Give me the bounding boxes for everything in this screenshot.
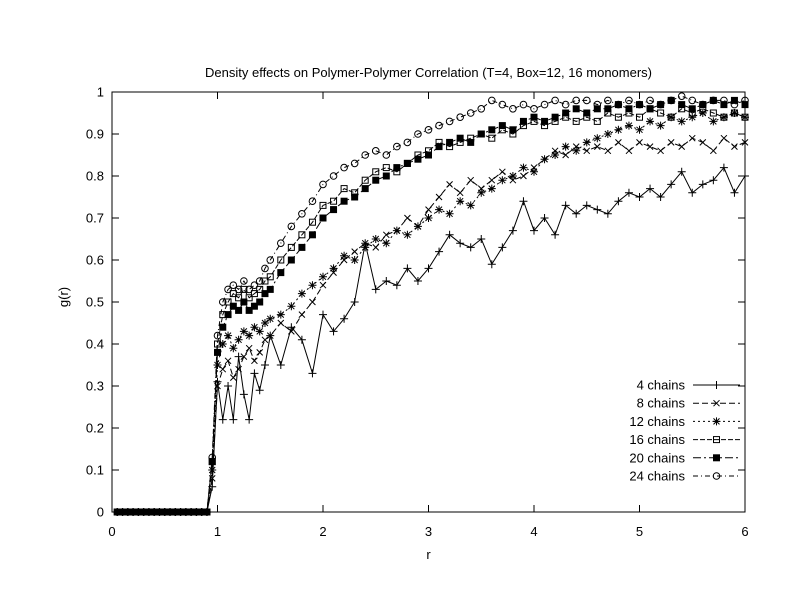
legend-label: 4 chains <box>637 378 686 393</box>
legend-label: 16 chains <box>629 432 685 447</box>
legend-item-24-chains: 24 chains <box>629 469 740 484</box>
legend-item-4-chains: 4 chains <box>637 378 740 393</box>
series-markers <box>113 92 749 516</box>
y-tick-label: 1 <box>97 85 104 100</box>
legend-label: 24 chains <box>629 469 685 484</box>
y-tick-label: 0.4 <box>86 337 104 352</box>
y-tick-label: 0.9 <box>86 127 104 142</box>
y-axis-ticks: 0 0.1 0.2 0.3 0.4 0.5 0.6 0.7 0.8 0.9 1 <box>86 85 745 520</box>
x-axis-label: r <box>426 547 431 562</box>
x-tick-label: 5 <box>636 524 643 539</box>
y-tick-label: 0.1 <box>86 463 104 478</box>
series-24-chains <box>113 92 749 516</box>
legend-item-20-chains: 20 chains <box>629 450 740 465</box>
y-tick-label: 0.8 <box>86 169 104 184</box>
y-tick-label: 0.7 <box>86 211 104 226</box>
x-tick-label: 4 <box>530 524 537 539</box>
x-tick-label: 2 <box>319 524 326 539</box>
x-tick-label: 0 <box>108 524 115 539</box>
chart-title: Density effects on Polymer-Polymer Corre… <box>205 65 652 80</box>
legend-item-8-chains: 8 chains <box>637 396 740 411</box>
y-axis-label: g(r) <box>55 286 71 308</box>
x-axis-ticks: 0 1 2 3 4 5 6 <box>108 92 749 539</box>
y-tick-label: 0 <box>97 505 104 520</box>
legend-item-12-chains: 12 chains <box>629 414 740 429</box>
y-tick-label: 0.6 <box>86 253 104 268</box>
y-tick-label: 0.3 <box>86 379 104 394</box>
legend-label: 20 chains <box>629 450 685 465</box>
y-tick-label: 0.2 <box>86 421 104 436</box>
x-tick-label: 6 <box>741 524 748 539</box>
legend-item-16-chains: 16 chains <box>629 432 740 447</box>
y-tick-label: 0.5 <box>86 295 104 310</box>
x-tick-label: 3 <box>425 524 432 539</box>
x-tick-label: 1 <box>214 524 221 539</box>
legend: 4 chains 8 chains 12 chains 16 chains 20 cha… <box>629 378 740 484</box>
legend-label: 8 chains <box>637 396 686 411</box>
legend-label: 12 chains <box>629 414 685 429</box>
